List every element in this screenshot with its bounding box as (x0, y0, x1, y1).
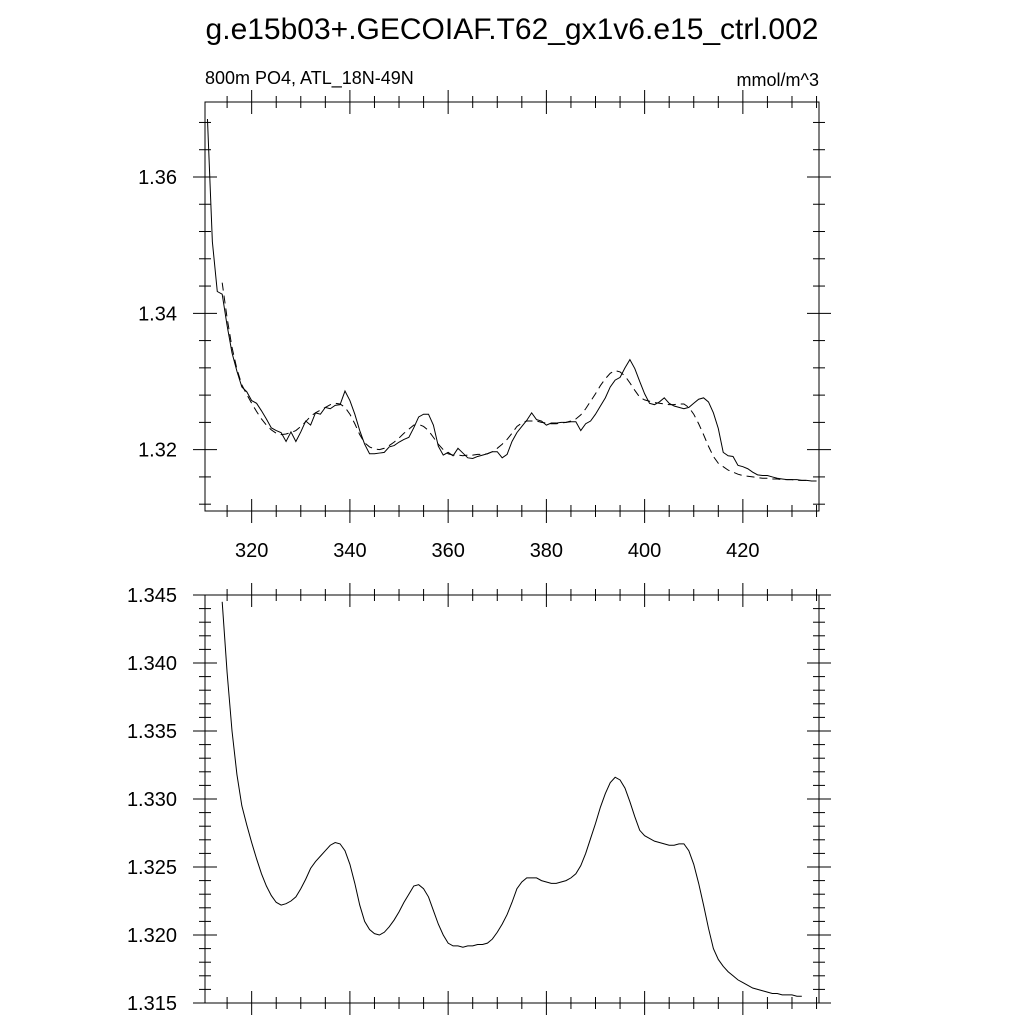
bottom-y-tick-label: 1.325 (127, 857, 177, 879)
bottom-plot-frame (204, 594, 820, 1004)
bottom-panel: 1.315 1.320 1.325 1.330 1.335 1.340 1.345 (127, 583, 831, 1015)
top-y-tick-label: 1.32 (138, 440, 177, 462)
bottom-plot-area: 1.315 1.320 1.325 1.330 1.335 1.340 1.345 (127, 583, 831, 1015)
top-x-tick-label: 340 (333, 540, 366, 562)
top-x-tick-label: 320 (235, 540, 268, 562)
top-panel: 800m PO4, ATL_18N-49N mmol/m^3 320 340 360… (138, 68, 831, 562)
bottom-y-tick-label: 1.320 (127, 925, 177, 947)
bottom-y-tick-label: 1.345 (127, 585, 177, 607)
bottom-series-solid-line (221, 601, 802, 997)
top-panel-title: 800m PO4, ATL_18N-49N (205, 68, 414, 89)
top-plot-area: 320 340 360 380 400 420 1.32 1.34 1.36 (138, 90, 831, 562)
top-series-dashed-line (221, 282, 817, 482)
top-series-solid-line (206, 119, 817, 482)
bottom-y-tick-label: 1.330 (127, 789, 177, 811)
chart-title: g.e15b03+.GECOIAF.T62_gx1v6.e15_ctrl.002 (206, 13, 819, 46)
top-panel-units: mmol/m^3 (737, 70, 819, 90)
top-plot-frame (204, 101, 820, 512)
bottom-y-tick-label: 1.335 (127, 721, 177, 743)
top-x-tick-label: 420 (726, 540, 759, 562)
bottom-y-tick-label: 1.315 (127, 993, 177, 1015)
top-x-tick-label: 380 (530, 540, 563, 562)
top-x-tick-label: 400 (628, 540, 661, 562)
top-y-tick-label: 1.36 (138, 167, 177, 189)
bottom-y-tick-label: 1.340 (127, 653, 177, 675)
top-x-tick-label: 360 (431, 540, 464, 562)
top-y-tick-label: 1.34 (138, 303, 177, 325)
